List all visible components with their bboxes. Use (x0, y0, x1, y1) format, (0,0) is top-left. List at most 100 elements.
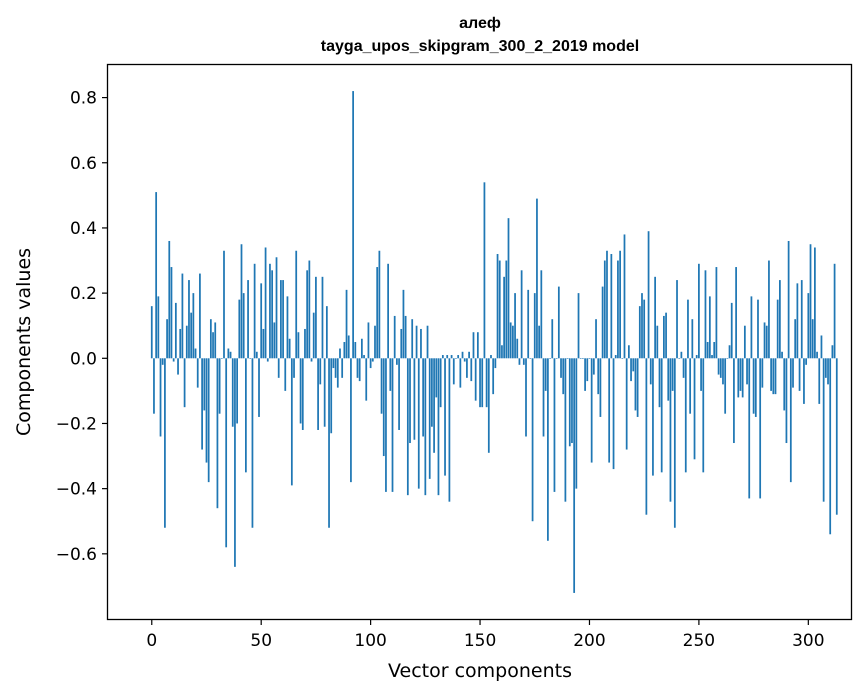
x-tick-label: 150 (464, 631, 496, 651)
bar-243 (682, 358, 685, 378)
bar-199 (586, 358, 589, 382)
bar-126 (426, 325, 429, 359)
bar-280 (763, 322, 766, 359)
bar-31 (218, 358, 221, 414)
bar-270 (741, 358, 744, 398)
bar-293 (792, 358, 794, 388)
bar-166 (514, 293, 516, 359)
bar-149 (476, 332, 479, 359)
bar-135 (446, 355, 449, 359)
plot-frame (106, 63, 853, 621)
bar-171 (525, 358, 527, 437)
bar-133 (441, 355, 444, 359)
bar-24 (203, 358, 206, 411)
bar-87 (341, 358, 344, 378)
bar-269 (739, 358, 742, 391)
bar-283 (770, 358, 772, 391)
bar-240 (676, 280, 678, 359)
bar-141 (459, 358, 462, 388)
bar-114 (400, 328, 403, 359)
bar-191 (568, 358, 571, 447)
bar-217 (625, 358, 628, 450)
bar-96 (360, 338, 363, 359)
bar-1 (153, 358, 155, 414)
bar-192 (571, 358, 573, 444)
bar-26 (207, 358, 210, 483)
bar-226 (645, 358, 648, 515)
bar-268 (737, 358, 740, 398)
bar-168 (518, 358, 521, 365)
bar-117 (406, 358, 409, 496)
bar-34 (225, 358, 228, 548)
bar-30 (216, 358, 219, 509)
bar-295 (796, 283, 799, 359)
bar-12 (177, 358, 179, 375)
bar-179 (542, 358, 545, 437)
bar-59 (280, 280, 282, 359)
bar-169 (520, 270, 523, 359)
bar-35 (227, 348, 230, 359)
bar-111 (393, 315, 396, 359)
bar-19 (192, 293, 195, 359)
bar-144 (466, 358, 468, 378)
bar-14 (181, 273, 184, 359)
bar-187 (560, 358, 562, 378)
bar-235 (665, 312, 667, 359)
bar-301 (809, 244, 812, 359)
bar-145 (468, 351, 470, 359)
bar-297 (800, 280, 803, 359)
bar-291 (787, 240, 790, 359)
bar-306 (820, 335, 823, 359)
y-tick-label: 0.6 (70, 154, 97, 174)
bar-220 (632, 358, 635, 372)
bar-57 (275, 257, 278, 359)
bar-103 (376, 267, 379, 359)
bar-224 (641, 293, 643, 359)
bar-232 (658, 358, 661, 408)
bar-267 (735, 267, 737, 359)
bar-75 (315, 276, 317, 359)
bar-203 (595, 319, 597, 359)
bar-290 (785, 358, 788, 444)
bar-265 (730, 302, 733, 359)
bar-95 (358, 358, 361, 382)
bar-137 (450, 355, 453, 359)
bar-101 (371, 358, 374, 362)
bar-213 (617, 260, 619, 359)
bar-104 (378, 250, 381, 359)
bar-188 (562, 358, 565, 395)
bar-244 (684, 358, 687, 473)
bar-205 (599, 358, 602, 417)
bar-119 (411, 319, 414, 359)
y-tick-label: −0.6 (56, 545, 97, 565)
bar-209 (608, 358, 611, 463)
bar-272 (746, 358, 748, 385)
bar-108 (387, 263, 389, 359)
bar-73 (310, 358, 313, 362)
bar-74 (312, 312, 315, 359)
bar-105 (380, 358, 383, 414)
bar-298 (803, 358, 805, 404)
bar-299 (805, 358, 808, 365)
bar-200 (588, 358, 591, 359)
bar-121 (415, 325, 418, 359)
bar-158 (496, 254, 499, 359)
bar-251 (700, 358, 702, 391)
bar-127 (428, 358, 431, 479)
bar-4 (159, 358, 162, 437)
bar-79 (323, 358, 326, 427)
bar-178 (540, 270, 543, 359)
bar-184 (553, 358, 556, 492)
bar-91 (350, 358, 352, 483)
chart-title: алеф (459, 15, 501, 32)
bar-100 (369, 358, 372, 369)
bar-107 (385, 358, 387, 492)
bar-13 (179, 328, 182, 359)
bar-204 (597, 358, 600, 395)
bar-41 (240, 244, 243, 359)
bar-93 (354, 342, 357, 359)
bar-40 (238, 299, 241, 359)
bar-38 (234, 358, 236, 567)
bar-253 (704, 270, 707, 359)
bar-234 (663, 315, 665, 359)
